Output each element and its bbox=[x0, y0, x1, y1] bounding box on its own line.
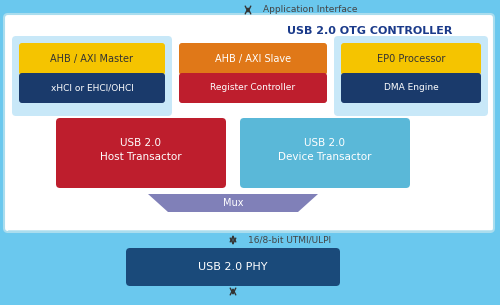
FancyBboxPatch shape bbox=[12, 36, 172, 116]
Text: Mux: Mux bbox=[223, 198, 243, 208]
FancyBboxPatch shape bbox=[334, 36, 488, 116]
FancyBboxPatch shape bbox=[19, 73, 165, 103]
Text: USB 2.0 PHY: USB 2.0 PHY bbox=[198, 262, 268, 272]
Text: Application Interface: Application Interface bbox=[263, 5, 358, 15]
Text: USB 2.0 OTG CONTROLLER: USB 2.0 OTG CONTROLLER bbox=[288, 26, 452, 36]
Text: xHCI or EHCI/OHCI: xHCI or EHCI/OHCI bbox=[50, 84, 134, 92]
FancyBboxPatch shape bbox=[179, 43, 327, 75]
FancyBboxPatch shape bbox=[126, 248, 340, 286]
Text: AHB / AXI Master: AHB / AXI Master bbox=[50, 54, 134, 64]
FancyBboxPatch shape bbox=[19, 43, 165, 75]
FancyBboxPatch shape bbox=[341, 73, 481, 103]
Text: EP0 Processor: EP0 Processor bbox=[377, 54, 445, 64]
FancyBboxPatch shape bbox=[4, 14, 494, 232]
Text: 16/8-bit UTMI/ULPI: 16/8-bit UTMI/ULPI bbox=[248, 235, 331, 245]
Text: USB 2.0
Host Transactor: USB 2.0 Host Transactor bbox=[100, 138, 182, 162]
Text: Register Controller: Register Controller bbox=[210, 84, 296, 92]
Polygon shape bbox=[148, 194, 318, 212]
FancyBboxPatch shape bbox=[179, 73, 327, 103]
Text: USB 2.0
Device Transactor: USB 2.0 Device Transactor bbox=[278, 138, 372, 162]
FancyBboxPatch shape bbox=[341, 43, 481, 75]
Text: AHB / AXI Slave: AHB / AXI Slave bbox=[215, 54, 291, 64]
FancyBboxPatch shape bbox=[56, 118, 226, 188]
FancyBboxPatch shape bbox=[240, 118, 410, 188]
Text: DMA Engine: DMA Engine bbox=[384, 84, 438, 92]
